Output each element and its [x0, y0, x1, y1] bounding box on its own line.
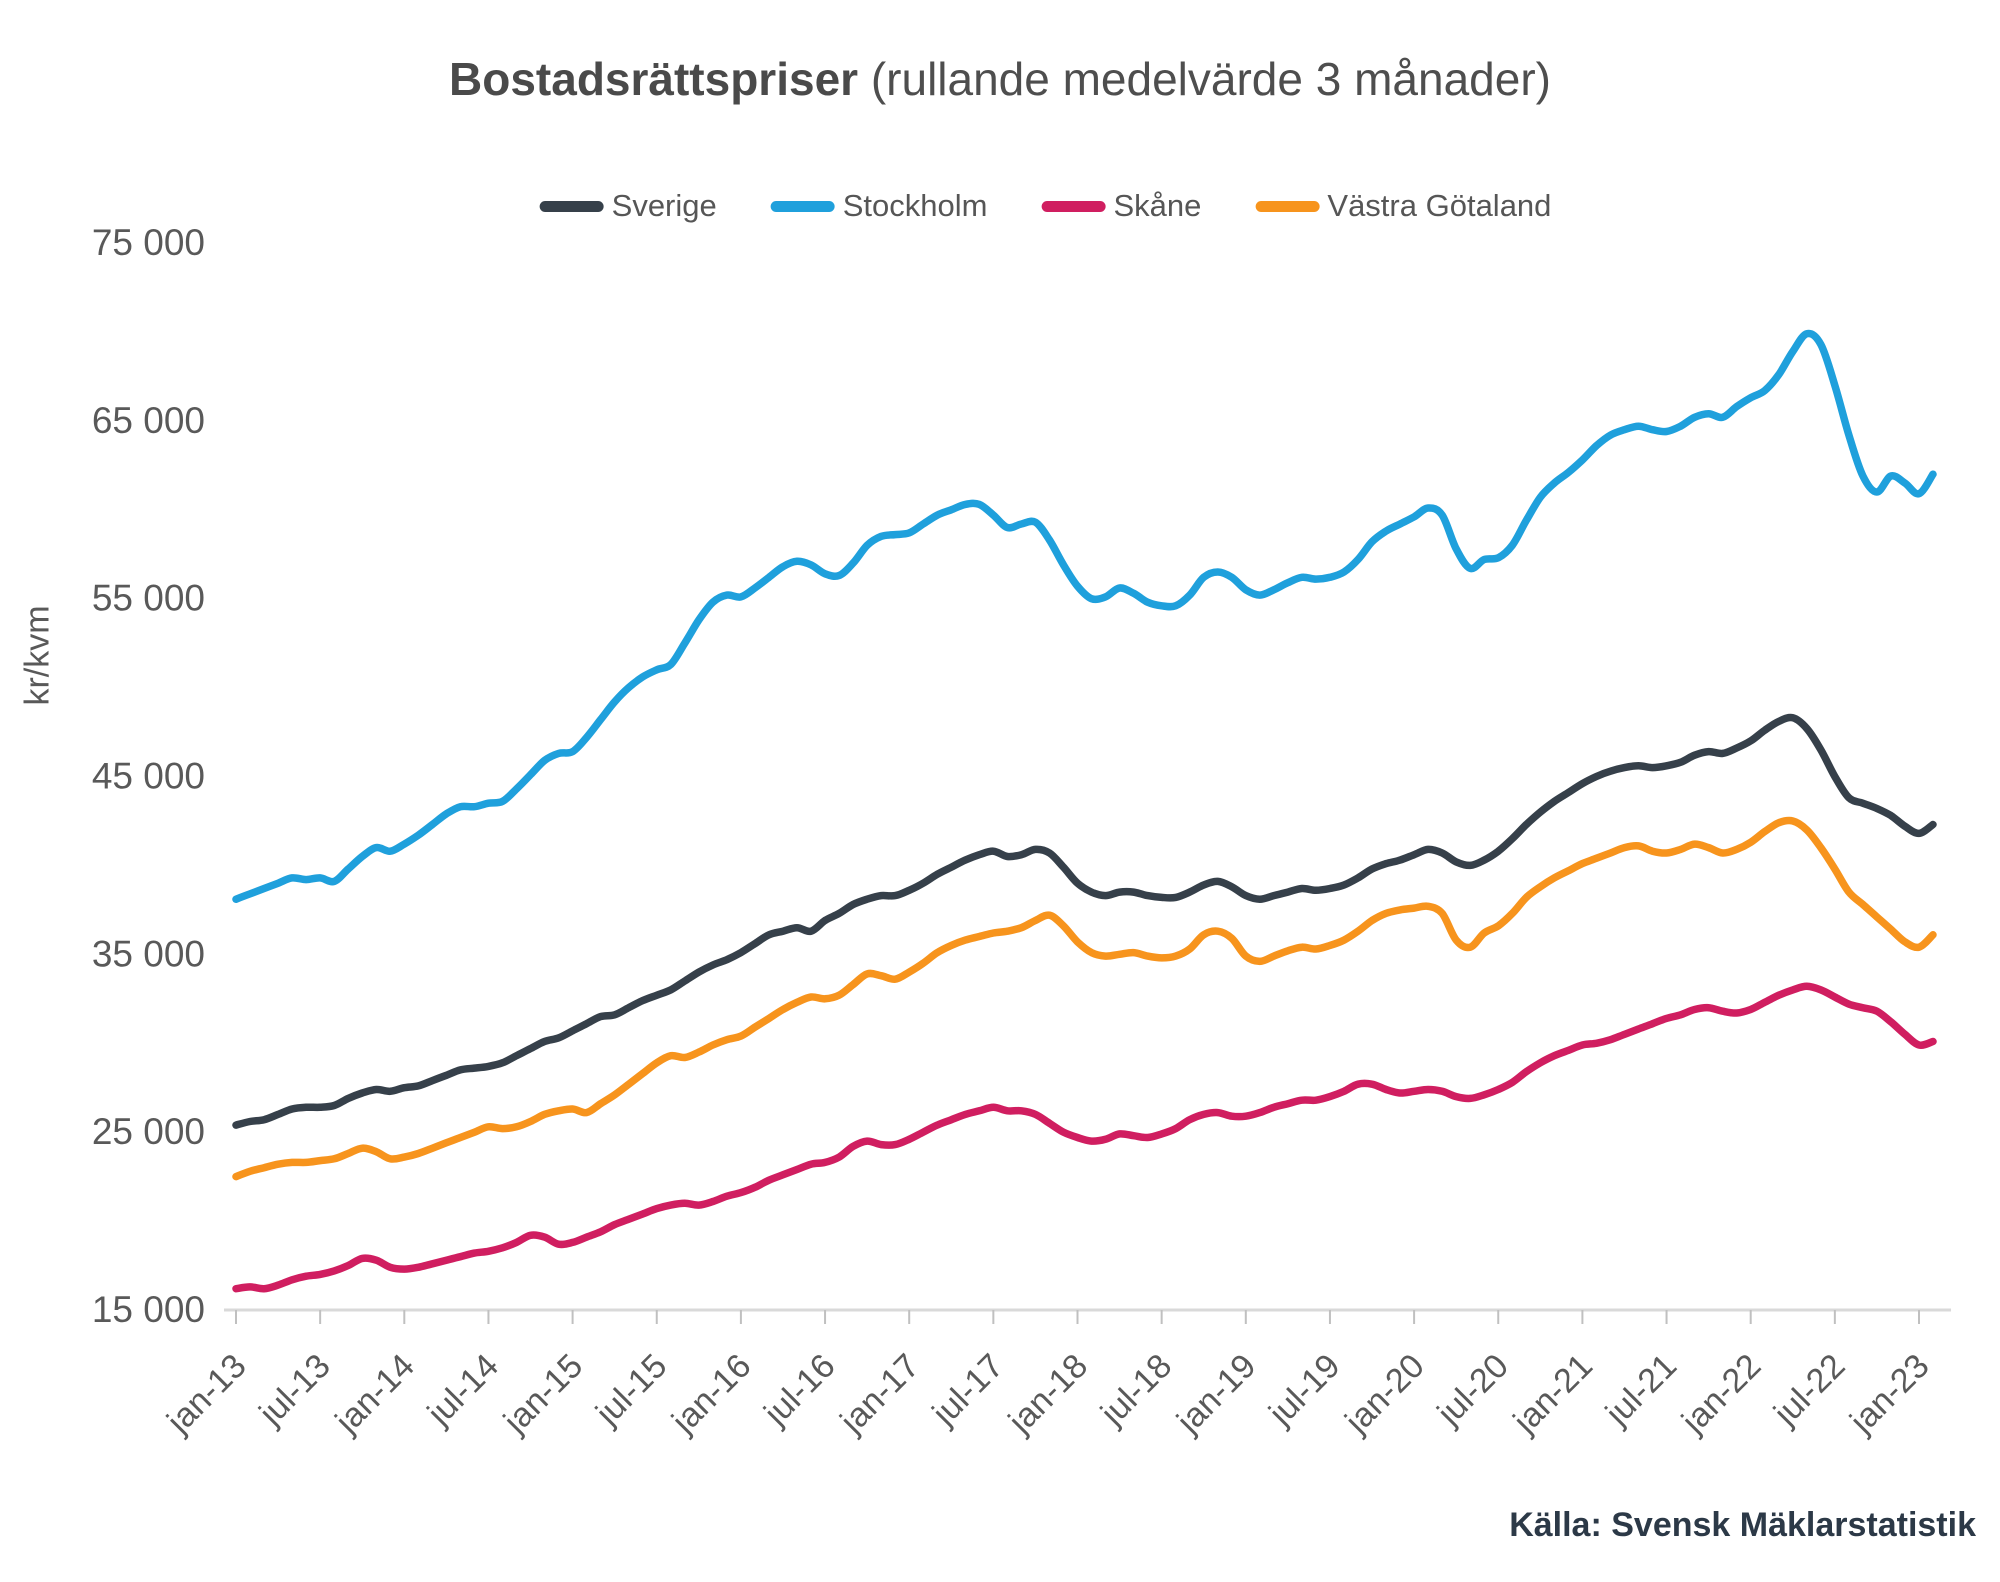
y-tick-label: 75 000	[92, 222, 205, 263]
x-tick-label: jan-14	[328, 1347, 422, 1441]
legend-item-sk-ne: Skåne	[1041, 188, 1201, 224]
x-tick-label: jul-13	[251, 1347, 337, 1433]
x-tick-label: jan-18	[1001, 1347, 1095, 1441]
legend-item-sverige: Sverige	[539, 188, 717, 224]
x-tick-label: jul-22	[1766, 1347, 1852, 1433]
x-tick-label: jan-19	[1169, 1347, 1263, 1441]
series-line-sk-ne	[232, 982, 1937, 1293]
x-tick-label: jul-15	[588, 1347, 674, 1433]
chart-title: Bostadsrättspriser (rullande medelvärde …	[0, 52, 2000, 106]
series-line-v-stra-g-taland	[232, 816, 1937, 1181]
x-tick-label: jan-17	[832, 1347, 926, 1441]
legend-swatch-icon	[539, 200, 604, 212]
x-tick-label: jul-21	[1598, 1347, 1684, 1433]
chart-title-main: Bostadsrättspriser	[449, 53, 859, 105]
x-tick-label: jan-22	[1674, 1347, 1768, 1441]
legend-label: Västra Götaland	[1327, 188, 1552, 223]
y-tick-label: 25 000	[92, 1111, 205, 1152]
x-tick-label: jul-18	[1093, 1347, 1179, 1433]
series-line-stockholm	[232, 329, 1937, 903]
x-tick-label: jan-15	[496, 1347, 590, 1441]
legend-label: Stockholm	[842, 188, 988, 223]
legend: Sverige Stockholm Skåne Västra Götaland	[539, 188, 1551, 224]
x-tick-label: jan-20	[1337, 1347, 1431, 1441]
y-tick-label: 15 000	[92, 1289, 205, 1330]
x-tick-label: jan-16	[664, 1347, 758, 1441]
y-tick-label: 35 000	[92, 933, 205, 974]
legend-item-stockholm: Stockholm	[770, 188, 988, 224]
x-tick-label: jul-14	[420, 1347, 506, 1433]
y-tick-label: 65 000	[92, 400, 205, 441]
y-tick-label: 45 000	[92, 756, 205, 797]
x-tick-label: jul-17	[925, 1347, 1011, 1433]
y-tick-label: 55 000	[92, 578, 205, 619]
legend-label: Sverige	[611, 188, 717, 223]
chart-title-subtitle: (rullande medelvärde 3 månader)	[858, 53, 1551, 105]
legend-swatch-icon	[1255, 200, 1320, 212]
series-line-sverige	[232, 713, 1937, 1129]
x-tick-label: jul-16	[756, 1347, 842, 1433]
x-tick-label: jan-23	[1842, 1347, 1936, 1441]
x-tick-label: jul-20	[1430, 1347, 1516, 1433]
x-tick-label: jan-21	[1506, 1347, 1600, 1441]
legend-label: Skåne	[1113, 188, 1202, 223]
legend-item-v-stra-g-taland: Västra Götaland	[1255, 188, 1551, 224]
legend-swatch-icon	[1041, 200, 1106, 212]
legend-swatch-icon	[770, 200, 835, 212]
source-caption: Källa: Svensk Mäklarstatistik	[1509, 1506, 1976, 1544]
x-tick-label: jan-13	[159, 1347, 253, 1441]
x-tick-label: jul-19	[1261, 1347, 1347, 1433]
